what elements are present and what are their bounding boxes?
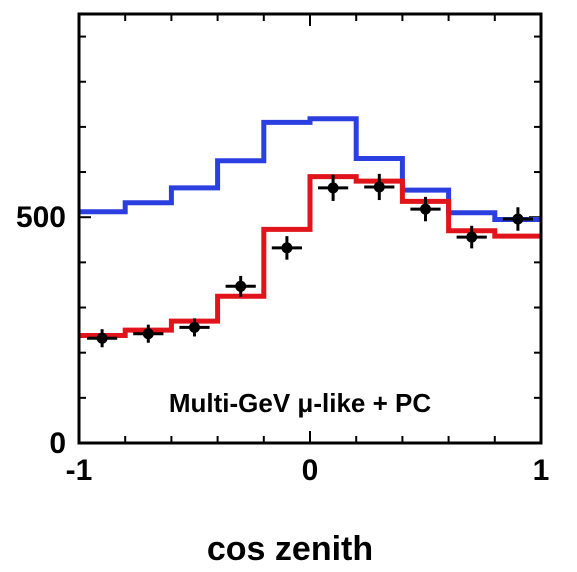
x-tick-label: 1 [533,454,550,487]
x-axis-label: cos zenith [207,530,373,568]
data-point [179,318,210,337]
data-point [133,324,164,343]
data-point [364,173,395,201]
chart-annotation: Multi-GeV μ-like + PC [169,388,431,418]
x-tick-label: -1 [66,454,93,487]
data-point [271,236,302,260]
data-point [410,196,441,222]
data-points-layer [87,173,533,348]
point-marker [142,328,154,340]
point-marker [281,242,293,254]
data-point [225,275,256,297]
step-series-1 [79,174,541,339]
data-point [87,329,118,348]
data-point [318,174,349,201]
point-marker [327,182,339,194]
y-tick-label: 0 [49,427,66,460]
point-marker [420,203,431,215]
point-marker [189,321,200,333]
x-tick-labels: -1 0 1 [66,454,550,487]
point-marker [466,231,478,243]
y-tick-labels: 0 500 [16,201,66,460]
plot-frame [77,12,543,445]
y-tick-label: 500 [16,201,66,234]
data-point [456,225,487,249]
point-marker [96,332,108,344]
point-marker [235,280,247,292]
point-marker [373,181,385,193]
series-layer [79,116,541,339]
x-tick-label: 0 [302,454,319,487]
point-marker [512,213,524,225]
data-point [502,207,533,231]
